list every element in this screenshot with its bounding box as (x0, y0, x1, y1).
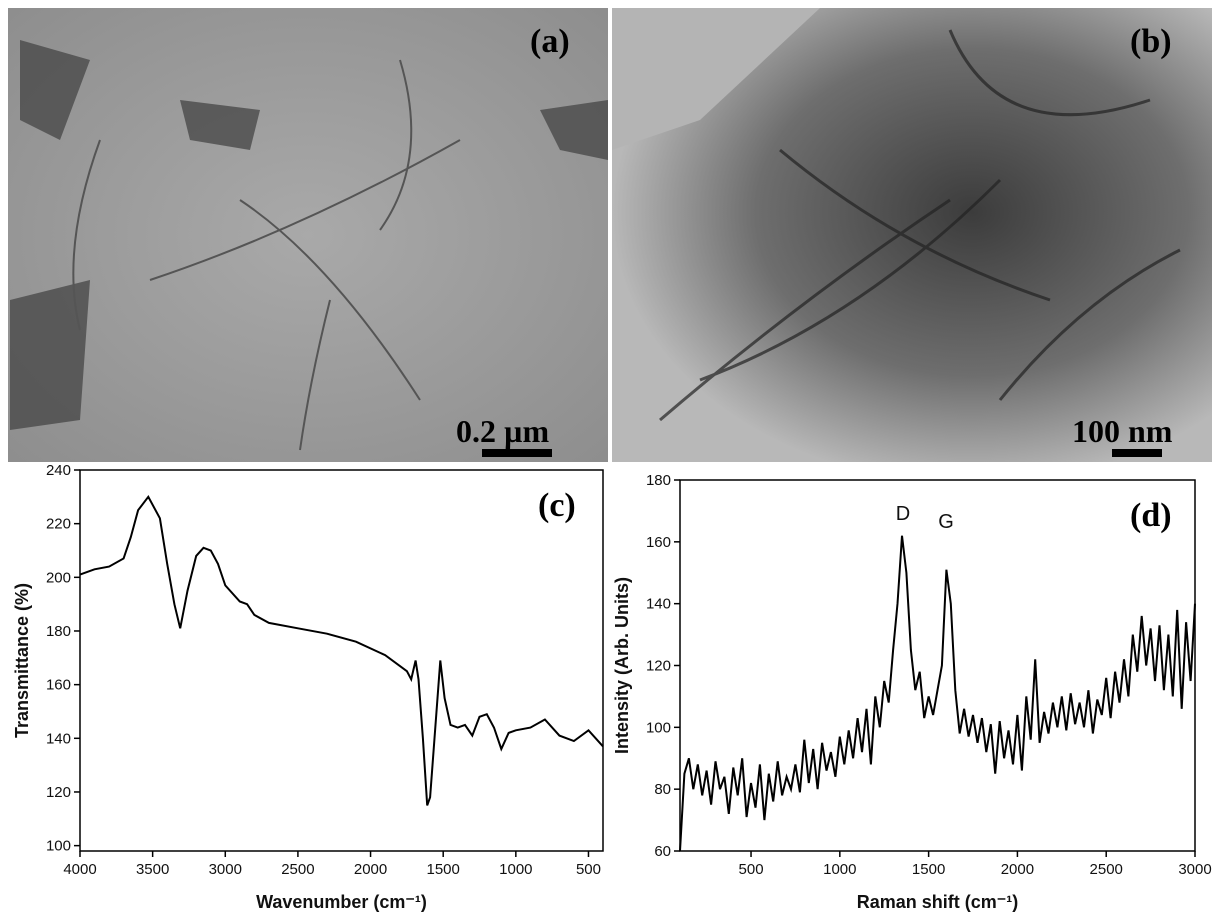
plot-frame (79, 469, 604, 852)
y-tick-label: 220 (46, 516, 71, 533)
y-tick-label: 180 (646, 472, 671, 489)
y-tick-label: 60 (654, 843, 671, 860)
tem-image-a: (a) 0.2 µm (8, 8, 608, 462)
x-tick-label: 2500 (281, 861, 314, 878)
tem-image-b: (b) 100 nm (612, 8, 1212, 462)
x-axis-label: Raman shift (cm⁻¹) (857, 892, 1019, 912)
scale-bar-label: 0.2 µm (456, 413, 549, 449)
y-tick-label: 100 (646, 719, 671, 736)
y-tick-label: 120 (646, 658, 671, 675)
scale-bar-label: 100 nm (1072, 413, 1173, 449)
x-tick-label: 500 (576, 861, 601, 878)
y-tick-label: 180 (46, 623, 71, 640)
x-tick-label: 1000 (499, 861, 532, 878)
x-tick-label: 3500 (136, 861, 169, 878)
peak-annotation: D (896, 503, 910, 525)
x-tick-label: 4000 (63, 861, 96, 878)
y-tick-label: 80 (654, 781, 671, 798)
x-tick-label: 1500 (427, 861, 460, 878)
y-tick-label: 100 (46, 838, 71, 855)
x-tick-label: 2000 (1001, 861, 1034, 878)
y-tick-label: 160 (46, 677, 71, 694)
peak-annotation: G (938, 511, 954, 533)
x-axis-label: Wavenumber (cm⁻¹) (256, 892, 427, 912)
y-tick-label: 140 (46, 730, 71, 747)
data-line (679, 535, 1196, 852)
x-tick-label: 3000 (209, 861, 242, 878)
data-line (79, 494, 604, 806)
y-tick-label: 240 (46, 462, 71, 479)
panel-label: (b) (1130, 23, 1172, 60)
x-tick-label: 1000 (823, 861, 856, 878)
x-tick-label: 3000 (1178, 861, 1211, 878)
panel-label: (d) (1130, 497, 1172, 534)
y-tick-label: 140 (646, 596, 671, 613)
x-tick-label: 2500 (1090, 861, 1123, 878)
y-axis-label: Intensity (Arb. Units) (612, 577, 632, 754)
y-tick-label: 200 (46, 569, 71, 586)
x-tick-label: 500 (739, 861, 764, 878)
y-tick-label: 160 (646, 534, 671, 551)
panel-label: (c) (538, 487, 576, 524)
panel-label: (a) (530, 23, 570, 60)
x-tick-label: 1500 (912, 861, 945, 878)
x-tick-label: 2000 (354, 861, 387, 878)
y-axis-label: Transmittance (%) (12, 583, 32, 738)
y-tick-label: 120 (46, 784, 71, 801)
